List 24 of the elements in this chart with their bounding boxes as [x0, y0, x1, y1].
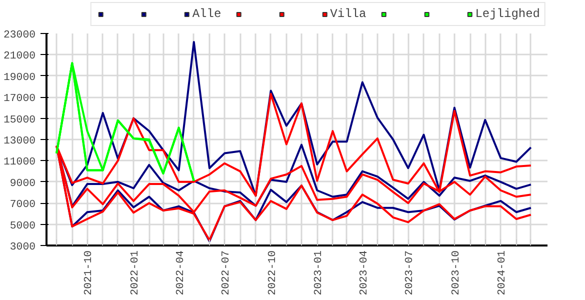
- x-tick-label: 2022-04: [174, 250, 187, 296]
- x-tick-label: 2022-10: [266, 250, 279, 296]
- y-tick-label: 3000: [10, 242, 36, 254]
- y-tick-label: 21000: [4, 50, 36, 63]
- x-tick-label: 2023-07: [404, 250, 416, 296]
- y-tick-label: 13000: [4, 136, 36, 148]
- y-tick-label: 15000: [4, 114, 36, 126]
- legend-label: Lejlighed: [475, 7, 540, 21]
- y-tick-label: 11000: [4, 156, 36, 169]
- legend-label: Alle: [192, 7, 222, 21]
- x-tick-label: 2022-01: [130, 250, 142, 296]
- x-tick-label: 2021-10: [83, 250, 96, 296]
- x-tick-label: 2022-07: [220, 250, 233, 296]
- y-tick-label: 5000: [10, 220, 36, 232]
- y-tick-label: 23000: [4, 30, 36, 42]
- x-tick-label: 2024-01: [496, 250, 509, 296]
- y-tick-label: 7000: [10, 199, 36, 212]
- x-tick-label: 2023-04: [358, 250, 370, 296]
- y-tick-label: 9000: [10, 178, 36, 190]
- y-tick-label: 19000: [4, 72, 36, 84]
- x-tick-label: 2023-01: [313, 250, 326, 296]
- legend-label: Villa: [330, 7, 366, 21]
- x-tick-label: 2023-10: [450, 250, 462, 296]
- y-tick-label: 17000: [4, 93, 36, 106]
